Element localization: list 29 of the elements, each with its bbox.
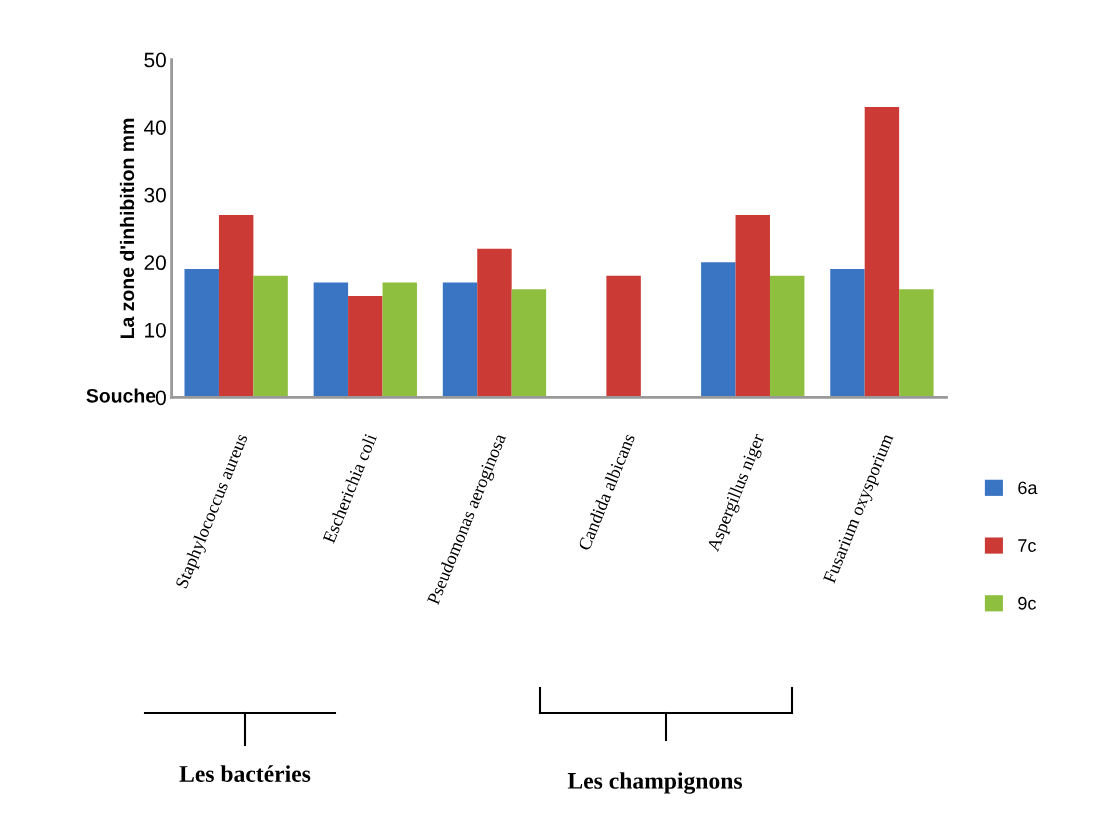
bar	[735, 215, 770, 398]
x-axis-title: Souche	[86, 388, 156, 403]
bar	[830, 269, 865, 398]
bar	[606, 275, 641, 398]
y-axis-title: La zone d'inhibition mm	[119, 118, 135, 339]
bar	[382, 282, 417, 398]
bar	[899, 289, 934, 398]
y-tick-label: 50	[144, 52, 166, 68]
y-tick-label: 10	[145, 322, 166, 338]
bar	[348, 296, 383, 398]
bar	[253, 275, 288, 398]
y-tick-label: 20	[144, 255, 166, 271]
bar	[769, 275, 805, 398]
bar	[184, 269, 219, 398]
bar	[218, 215, 254, 398]
y-tick-label: 40	[144, 120, 166, 135]
legend-label: 9c	[1018, 596, 1036, 610]
legend-label: 7c	[1018, 539, 1036, 552]
bar	[442, 282, 478, 398]
legend-label: 6a	[1018, 481, 1038, 495]
text: Les champignons	[567, 772, 742, 794]
bar	[477, 248, 512, 398]
bar	[864, 106, 900, 398]
y-tick-label: 0	[155, 390, 166, 406]
y-tick-label: 30	[144, 187, 166, 203]
text: Les bactéries	[179, 765, 311, 782]
bar	[511, 289, 547, 398]
bar	[313, 282, 349, 398]
bar	[701, 262, 736, 398]
